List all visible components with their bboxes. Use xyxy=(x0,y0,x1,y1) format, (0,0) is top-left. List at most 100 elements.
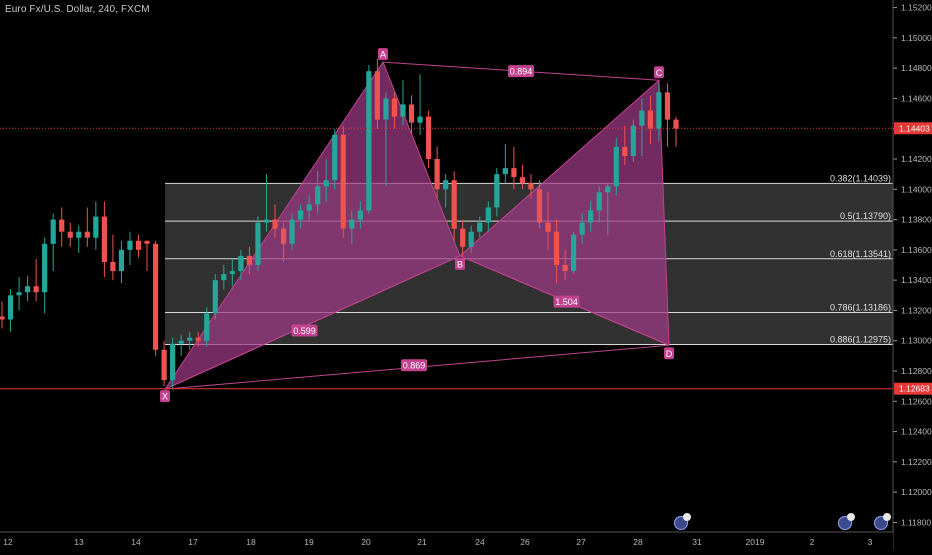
price-axis[interactable] xyxy=(893,0,932,550)
candle xyxy=(323,159,329,202)
candles xyxy=(0,59,679,390)
point-d-label-bg xyxy=(664,347,674,360)
candle-body xyxy=(425,116,432,159)
ratio-ac-label-bg xyxy=(508,65,534,78)
point-x-label-text: X xyxy=(162,392,168,402)
candle-body xyxy=(536,189,543,223)
candle-body xyxy=(170,343,176,381)
candle xyxy=(511,146,517,190)
event-badge-icon[interactable] xyxy=(838,513,855,530)
candle xyxy=(647,95,654,144)
candle xyxy=(289,213,295,250)
candle-body xyxy=(0,316,5,320)
point-c-label: C xyxy=(654,66,664,79)
candle xyxy=(280,222,287,262)
candle xyxy=(212,274,218,320)
candle-body xyxy=(460,228,466,247)
candle xyxy=(315,171,321,214)
candle-body xyxy=(434,159,440,190)
candle-body xyxy=(468,231,474,247)
candle xyxy=(468,225,474,253)
point-b-label-bg xyxy=(455,257,465,270)
candle xyxy=(263,174,270,232)
candle-body xyxy=(323,180,329,187)
candle-body xyxy=(7,295,14,320)
candle-body xyxy=(357,210,363,220)
candle xyxy=(477,216,483,238)
candle xyxy=(656,83,662,141)
candle xyxy=(639,98,645,156)
candle-body xyxy=(127,240,133,250)
pattern-leg-xb xyxy=(164,255,461,390)
candle-body xyxy=(229,271,235,275)
candle xyxy=(374,59,380,129)
candle-body xyxy=(502,168,508,175)
candle xyxy=(391,92,398,129)
candle xyxy=(366,65,372,214)
event-badge-icon[interactable] xyxy=(674,513,691,530)
candle xyxy=(42,237,48,314)
candle xyxy=(519,165,526,190)
candle xyxy=(204,307,210,347)
point-a-label: A xyxy=(378,48,388,61)
candle-body xyxy=(545,222,551,232)
candle xyxy=(605,183,611,235)
candle xyxy=(0,301,5,329)
candle-body xyxy=(315,186,321,205)
candle xyxy=(588,201,594,232)
fib-level-label: 0.618(1.13541) xyxy=(830,249,891,259)
point-a-label-text: A xyxy=(380,50,386,60)
candle-body xyxy=(519,177,526,184)
fib-level-label: 0.5(1.13790) xyxy=(840,211,891,221)
horizontal-lines[interactable] xyxy=(0,127,893,390)
candle-body xyxy=(656,92,662,129)
candle-body xyxy=(349,219,355,229)
candle xyxy=(460,219,466,256)
candle xyxy=(7,289,14,332)
candle xyxy=(187,331,193,350)
candle xyxy=(664,83,671,147)
event-badge-icon[interactable] xyxy=(874,513,891,530)
ratio-ac-label-text: 0.894 xyxy=(510,67,533,77)
candle xyxy=(93,201,99,250)
point-b-label: B xyxy=(455,257,465,270)
candle xyxy=(59,207,65,247)
candle-body xyxy=(673,119,679,129)
candle-body xyxy=(374,71,380,120)
candle xyxy=(417,74,423,135)
candle-body xyxy=(553,231,560,265)
candle-body xyxy=(221,274,227,281)
point-c-label-text: C xyxy=(656,68,663,78)
candle xyxy=(170,337,176,390)
candle-body xyxy=(110,261,116,272)
candle-body xyxy=(93,216,99,238)
ratio-xd-label-text: 0.869 xyxy=(403,361,426,371)
candle-body xyxy=(135,240,142,250)
candle-body xyxy=(562,265,568,272)
candle-body xyxy=(511,168,517,178)
candle-body xyxy=(596,192,602,211)
fib-level-label: 0.382(1.14039) xyxy=(830,173,891,183)
candle-body xyxy=(204,313,210,341)
candle xyxy=(144,240,150,272)
candle-body xyxy=(366,71,372,211)
candle xyxy=(33,258,39,302)
candle-body xyxy=(408,104,415,123)
candle-body xyxy=(59,219,65,232)
candle xyxy=(502,143,508,184)
candle xyxy=(76,225,82,253)
point-a-label-bg xyxy=(378,48,388,61)
candle xyxy=(579,213,585,244)
candle xyxy=(357,201,363,229)
ratio-bd-label: 1.504 xyxy=(553,295,580,308)
point-c-label-bg xyxy=(654,66,664,79)
candle xyxy=(613,137,619,196)
candle xyxy=(494,168,500,217)
candle-body xyxy=(84,231,90,238)
candle-body xyxy=(400,104,406,117)
candle-body xyxy=(16,292,22,296)
pattern-labels: X A B C D 0.599 0.894 1.504 0.869 xyxy=(160,48,674,403)
candle xyxy=(238,249,244,281)
